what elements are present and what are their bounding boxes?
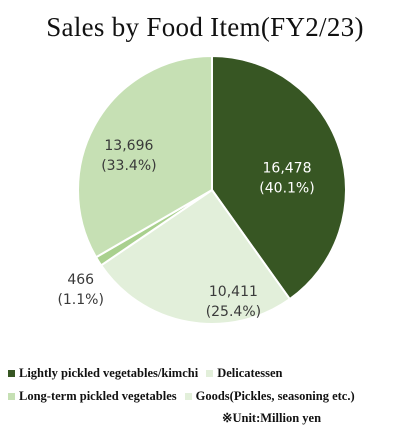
legend-row-1: Lightly pickled vegetables/kimchi Delica… [8,366,290,381]
legend-swatch [206,370,214,377]
legend-label: Long-term pickled vegetables [19,389,177,403]
chart-title: Sales by Food Item(FY2/23) [46,12,364,42]
legend-swatch [8,393,15,400]
legend-swatch [8,370,15,377]
unit-note: ※Unit:Million yen [222,411,322,425]
legend-item-delicatessen: Delicatessen [206,366,282,381]
pie-data-label: 16,478 (40.1%) [259,161,314,197]
pie-data-label: 466 (1.1%) [57,272,104,308]
legend-label: Goods(Pickles, seasoning etc.) [195,389,355,403]
legend-item-long-term-pickled: Long-term pickled vegetables [8,389,177,404]
pie-data-label: 10,411 (25.4%) [206,284,261,320]
pie-slice [211,54,347,301]
legend-item-goods: Goods(Pickles, seasoning etc.) [184,389,355,404]
legend-swatch [184,393,192,400]
pie-chart: 16,478 (40.1%) 10,411 (25.4%) 466 (1.1%) 13,69… [57,54,347,325]
pie-slice [99,188,292,325]
pie-slice [77,54,213,259]
legend-row-2: Long-term pickled vegetables Goods(Pickl… [8,389,363,404]
legend-label: Delicatessen [217,366,283,380]
pie-data-label: 13,696 (33.4%) [101,138,156,174]
legend-label: Lightly pickled vegetables/kimchi [19,366,199,380]
legend-item-lightly-pickled: Lightly pickled vegetables/kimchi [8,366,198,381]
